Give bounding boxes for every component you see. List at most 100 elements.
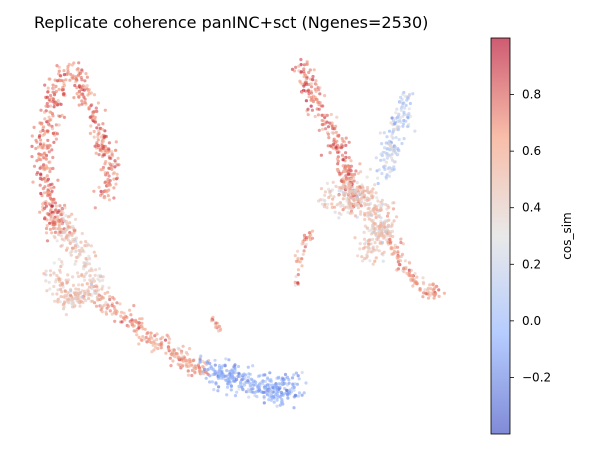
scatter-point bbox=[185, 358, 189, 363]
scatter-point bbox=[110, 303, 114, 308]
scatter-point bbox=[330, 205, 334, 209]
scatter-point bbox=[233, 366, 237, 370]
scatter-point bbox=[52, 234, 56, 238]
scatter-point bbox=[360, 255, 364, 259]
scatter-point bbox=[374, 256, 378, 260]
scatter-point bbox=[292, 406, 296, 410]
scatter-point bbox=[214, 321, 218, 325]
scatter-point bbox=[54, 89, 59, 94]
scatter-point bbox=[116, 156, 120, 160]
scatter-point bbox=[213, 363, 217, 367]
scatter-point bbox=[316, 113, 320, 117]
scatter-point bbox=[46, 122, 50, 126]
scatter-point bbox=[321, 127, 325, 131]
scatter-point bbox=[75, 92, 79, 96]
scatter-point bbox=[110, 150, 114, 154]
scatter-point bbox=[77, 94, 81, 99]
scatter-point bbox=[318, 86, 322, 90]
scatter-point bbox=[65, 300, 69, 304]
scatter-point bbox=[44, 164, 48, 168]
scatter-point bbox=[34, 146, 38, 151]
scatter-point bbox=[401, 101, 405, 105]
scatter-point bbox=[373, 241, 377, 245]
scatter-point bbox=[285, 375, 290, 379]
scatter-point bbox=[272, 400, 276, 404]
scatter-point bbox=[39, 138, 43, 142]
scatter-point bbox=[413, 129, 417, 133]
scatter-point bbox=[74, 296, 78, 300]
scatter-point bbox=[298, 79, 302, 83]
scatter-point bbox=[378, 131, 382, 135]
scatter-point bbox=[359, 200, 363, 205]
scatter-point bbox=[388, 170, 392, 174]
scatter-point bbox=[388, 240, 392, 244]
scatter-point bbox=[60, 260, 64, 264]
scatter-point bbox=[376, 236, 380, 240]
scatter-point bbox=[223, 374, 227, 378]
scatter-point bbox=[112, 171, 116, 175]
scatter-point bbox=[341, 184, 345, 188]
scatter-point bbox=[234, 371, 238, 375]
scatter-point bbox=[358, 242, 362, 246]
scatter-point bbox=[129, 313, 133, 317]
scatter-point bbox=[38, 210, 42, 214]
scatter-point bbox=[382, 233, 386, 237]
scatter-point bbox=[91, 299, 95, 303]
scatter-point bbox=[66, 291, 70, 295]
scatter-point bbox=[137, 321, 141, 325]
scatter-point bbox=[96, 277, 100, 281]
scatter-point bbox=[407, 260, 411, 264]
scatter-point bbox=[108, 309, 112, 313]
colorbar-tick-label: 0.2 bbox=[522, 257, 541, 271]
scatter-point bbox=[118, 302, 122, 306]
scatter-point bbox=[215, 324, 219, 329]
scatter-point bbox=[367, 198, 371, 202]
scatter-point bbox=[64, 214, 68, 218]
scatter-point bbox=[437, 288, 441, 292]
scatter-point bbox=[269, 389, 273, 393]
scatter-point bbox=[110, 152, 114, 156]
scatter-point bbox=[77, 283, 81, 287]
scatter-point bbox=[99, 135, 103, 139]
scatter-point bbox=[300, 393, 304, 397]
scatter-point bbox=[362, 230, 366, 234]
scatter-point bbox=[115, 172, 119, 176]
scatter-point bbox=[366, 190, 370, 194]
scatter-point bbox=[71, 246, 76, 250]
scatter-point bbox=[359, 210, 363, 214]
scatter-point bbox=[286, 396, 290, 400]
scatter-point bbox=[360, 191, 364, 195]
scatter-point bbox=[365, 175, 369, 179]
scatter-point bbox=[331, 180, 335, 184]
scatter-point bbox=[41, 154, 45, 158]
scatter-point bbox=[274, 393, 278, 397]
scatter-point bbox=[377, 168, 381, 172]
scatter-point bbox=[296, 259, 300, 263]
scatter-point bbox=[48, 287, 52, 291]
scatter-point bbox=[401, 242, 405, 246]
scatter-point bbox=[386, 167, 390, 171]
scatter-point bbox=[259, 390, 263, 394]
scatter-point bbox=[310, 236, 315, 240]
scatter-point bbox=[75, 86, 79, 90]
scatter-point bbox=[282, 392, 286, 396]
scatter-point bbox=[78, 71, 82, 75]
scatter-point bbox=[275, 386, 279, 390]
scatter-point bbox=[39, 130, 43, 134]
scatter-point bbox=[68, 225, 72, 230]
scatter-point bbox=[237, 372, 241, 376]
scatter-point bbox=[172, 348, 176, 352]
scatter-point bbox=[340, 153, 344, 157]
scatter-point bbox=[96, 298, 100, 302]
scatter-point bbox=[402, 137, 406, 141]
scatter-point bbox=[39, 191, 43, 196]
scatter-point bbox=[42, 152, 46, 156]
scatter-point bbox=[422, 282, 426, 286]
scatter-point bbox=[44, 279, 48, 283]
scatter-point bbox=[74, 80, 78, 84]
scatter-point bbox=[64, 236, 68, 240]
scatter-point bbox=[191, 358, 196, 363]
scatter-point bbox=[62, 115, 66, 119]
scatter-point bbox=[246, 365, 250, 369]
scatter-point bbox=[42, 163, 46, 167]
